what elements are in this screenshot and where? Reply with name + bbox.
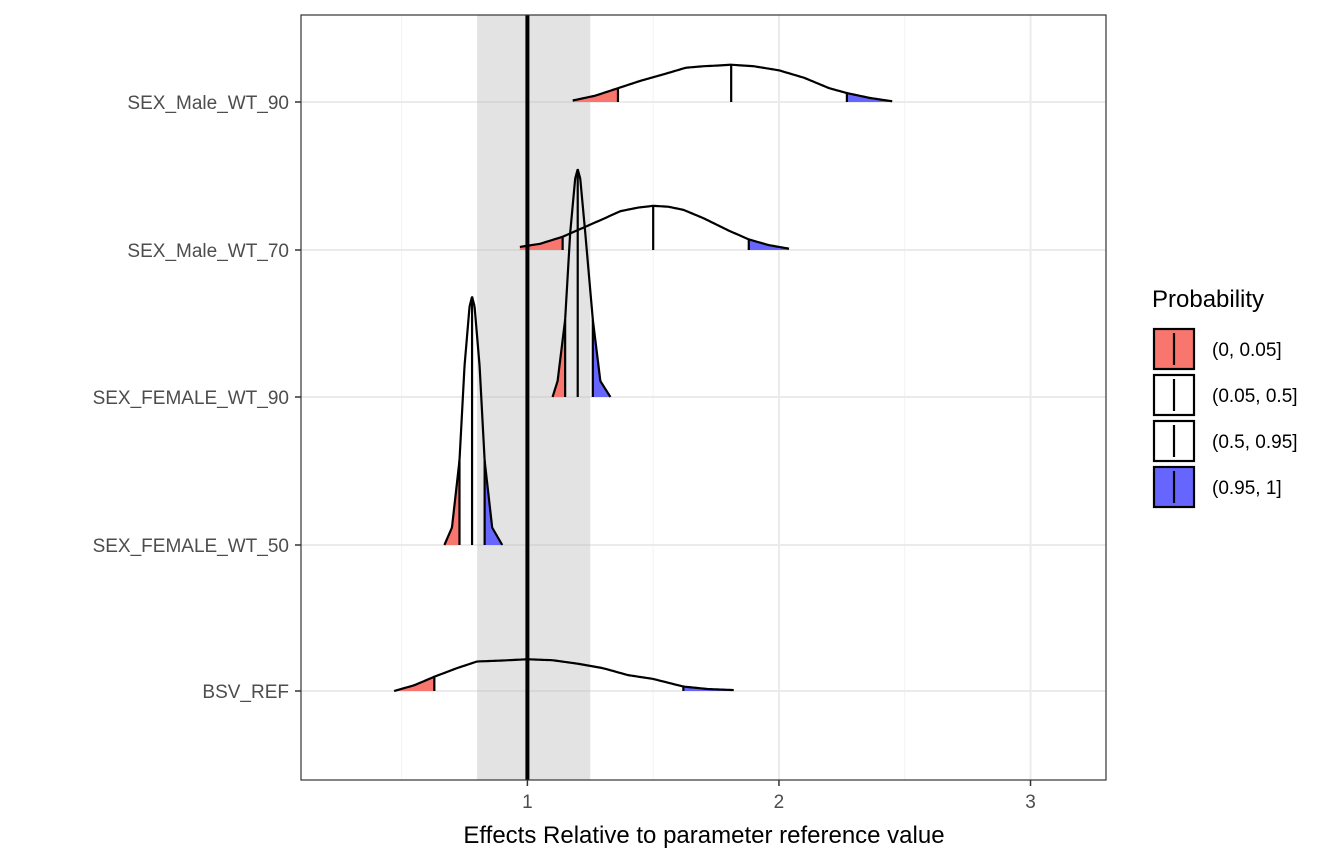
legend-item: (0.5, 0.95]	[1152, 419, 1298, 463]
x-tick-label: 1	[522, 792, 533, 813]
y-tick-label: BSV_REF	[202, 682, 289, 703]
y-tick-label: SEX_FEMALE_WT_90	[93, 388, 289, 409]
upper-tail-fill	[592, 319, 611, 397]
lower-tail-fill	[552, 319, 566, 397]
density-sex-male-wt-70	[519, 204, 790, 251]
density-sex-male-wt-90	[572, 63, 893, 103]
legend-label: (0.05, 0.5]	[1212, 386, 1298, 407]
y-tick-label: SEX_FEMALE_WT_50	[93, 536, 289, 557]
density-curve	[519, 204, 790, 250]
legend-label: (0.5, 0.95]	[1212, 432, 1298, 453]
reference-band-rect	[477, 15, 591, 780]
x-axis: 1 2 3	[522, 780, 1036, 813]
lower-tail-fill	[394, 676, 435, 691]
y-tick-label: SEX_Male_WT_90	[127, 93, 289, 114]
legend-title: Probability	[1152, 286, 1264, 313]
y-axis: BSV_REF SEX_FEMALE_WT_50 SEX_FEMALE_WT_90 S…	[93, 93, 301, 703]
lower-tail-fill	[444, 460, 460, 545]
x-tick-label: 2	[774, 792, 785, 813]
density-curve	[443, 296, 504, 546]
reference-band	[477, 15, 591, 780]
density-curve	[572, 63, 893, 103]
legend-label: (0, 0.05]	[1212, 340, 1282, 361]
lower-tail-fill	[519, 236, 563, 250]
legend-item: (0.05, 0.5]	[1152, 373, 1298, 417]
density-sex-female-wt-50	[443, 296, 504, 546]
x-axis-title: Effects Relative to parameter reference …	[463, 822, 944, 849]
x-tick-label: 3	[1025, 792, 1036, 813]
density-sex-female-wt-90	[551, 168, 612, 398]
legend-item: (0.95, 1]	[1152, 465, 1282, 509]
density-curve	[551, 168, 612, 398]
legend: Probability (0, 0.05] (0.05, 0.5] (0.5, 0.…	[1152, 286, 1298, 509]
legend-label: (0.95, 1]	[1212, 478, 1282, 499]
legend-item: (0, 0.05]	[1152, 327, 1282, 371]
y-tick-label: SEX_Male_WT_70	[127, 241, 289, 262]
density-curve	[393, 658, 734, 693]
density-ridges	[393, 63, 893, 693]
upper-tail-fill	[484, 460, 503, 545]
